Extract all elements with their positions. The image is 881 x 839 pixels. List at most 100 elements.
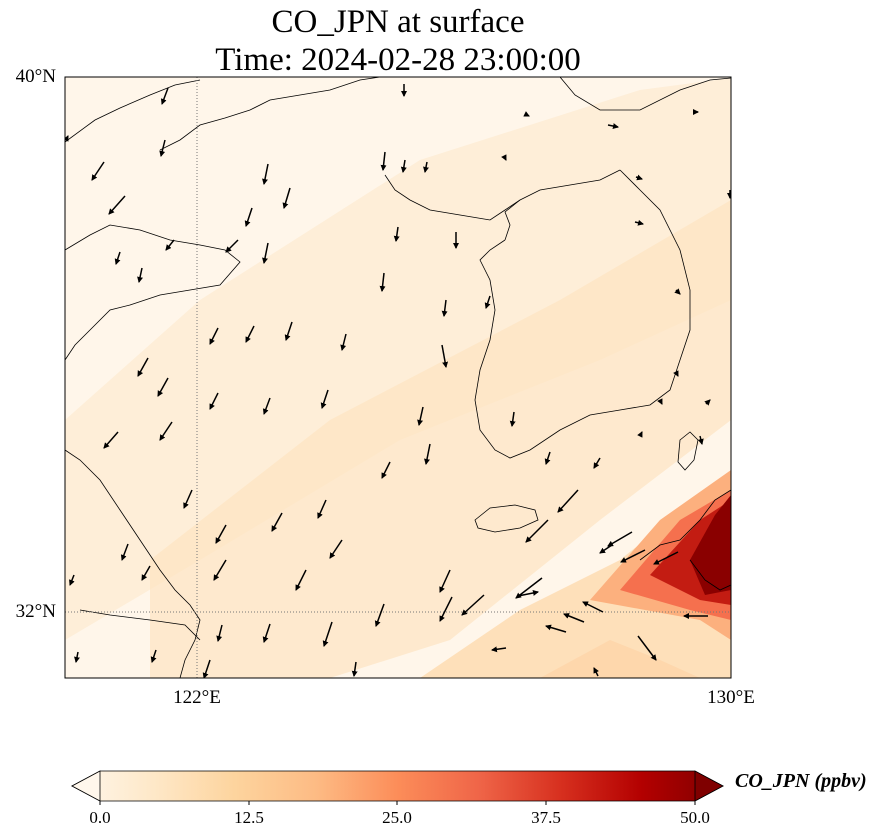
wind-arrow [159,139,166,157]
colorbar-bar [71,770,724,802]
wind-arrow [225,239,239,253]
wind-arrow [108,195,126,215]
wind-arrow [620,549,646,563]
wind-arrow [637,635,657,661]
lat-label-40n: 40°N [15,66,56,87]
wind-arrow [317,499,327,519]
wind-arrow [439,596,453,622]
lat-label-32n: 32°N [15,601,56,622]
wind-arrow [374,603,385,627]
wind-arrow [674,288,681,295]
wind-arrow [141,565,151,581]
wind-arrow [441,344,449,368]
colorbar-tick-3: 37.5 [531,808,561,827]
colorbar [71,770,724,805]
wind-arrow [379,272,386,292]
colorbar-extend-max [694,770,724,802]
co-concentration-field [65,77,731,678]
wind-arrow [439,569,451,593]
wind-arrow [137,267,143,283]
wind-arrow [637,431,643,438]
coastlines [65,77,731,678]
wind-arrow [673,370,679,377]
wind-arrow [491,646,507,653]
wind-arrow [582,601,604,613]
wind-arrow [545,624,567,633]
wind-arrow [351,661,358,677]
wind-arrow [380,151,387,171]
wind-arrow [424,443,431,465]
figure-title-line2: Time: 2024-02-28 23:00:00 [215,42,581,78]
wind-arrow [607,123,619,129]
wind-arrow [137,357,149,377]
wind-arrow [704,399,711,406]
figure-title-line1: CO_JPN at surface [271,4,525,40]
gridlines [65,77,731,678]
wind-arrow [340,333,347,351]
wind-arrow [563,613,585,623]
wind-arrow [244,207,253,227]
colorbar-extend-min [71,770,101,802]
wind-arrow [417,406,424,426]
wind-arrow [501,154,507,161]
wind-arrow [381,461,391,479]
wind-arrow [157,377,169,397]
wind-arrow [69,574,75,586]
wind-arrow [484,295,491,309]
wind-arrow [697,435,704,445]
wind-arrow [593,457,601,469]
wind-arrow [523,111,530,117]
wind-arrow [91,161,105,181]
wind-arrow [557,489,579,513]
wind-arrow [657,398,663,405]
wind-arrow [262,623,271,643]
wind-arrow [400,159,407,173]
colorbar-label: CO_JPN (ppbv) [735,770,867,792]
wind-arrow [245,325,255,343]
wind-arrow [517,590,539,597]
wind-arrow [525,519,549,543]
wind-arrow [461,594,485,616]
wind-arrow [635,174,643,181]
lon-label-130e: 130°E [707,687,755,708]
wind-arrow [262,163,269,185]
wind-arrow [262,242,269,264]
wind-arrow [215,524,227,544]
lon-label-122e: 122°E [173,687,221,708]
wind-arrow [544,451,551,465]
map-plot-area [65,77,731,678]
wind-arrow [515,577,543,599]
wind-arrow [213,559,227,581]
wind-arrow [441,299,448,317]
wind-arrow [634,219,644,226]
wind-arrow [216,624,223,642]
wind-arrow [165,239,175,251]
wind-arrow [271,512,283,532]
wind-arrow [509,411,516,427]
wind-vectors [65,84,731,678]
wind-arrow [120,543,129,561]
wind-arrow [262,397,271,415]
wind-arrow [160,87,169,105]
wind-arrow [284,321,293,341]
wind-arrow [209,392,219,410]
wind-arrow [282,187,291,209]
wind-arrow [150,649,157,663]
wind-arrow [202,659,211,678]
wind-arrow [653,551,679,565]
wind-arrow [423,161,429,173]
colorbar-tick-1: 12.5 [234,808,264,827]
wind-arrow [607,531,633,547]
wind-arrow [159,421,173,441]
wind-arrow [114,251,121,265]
colorbar-tick-0: 0.0 [89,808,111,827]
wind-arrow [322,621,333,647]
wind-arrow [599,544,613,554]
wind-arrow [74,651,80,663]
wind-arrow [593,667,599,677]
colorbar-tick-2: 25.0 [382,808,412,827]
wind-arrow [209,327,219,345]
wind-arrow [103,431,119,449]
wind-arrow [320,389,329,409]
